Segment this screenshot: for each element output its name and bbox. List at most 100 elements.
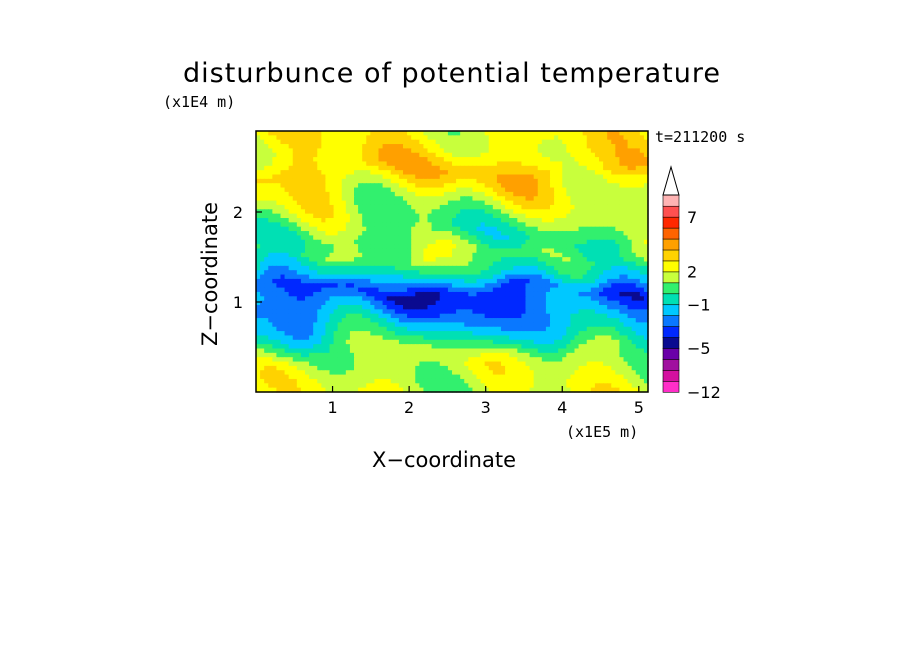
field-cell — [480, 213, 486, 219]
field-cell — [382, 257, 388, 263]
field-cell — [374, 200, 380, 206]
field-cell — [333, 152, 339, 158]
field-cell — [390, 209, 396, 215]
field-cell — [305, 204, 310, 210]
field-cell — [643, 322, 649, 328]
field-cell — [492, 204, 498, 210]
field-cell — [264, 252, 269, 258]
field-cell — [476, 305, 482, 310]
field-cell — [562, 157, 567, 163]
field-cell — [403, 187, 408, 193]
field-cell — [484, 239, 490, 245]
field-cell — [423, 270, 429, 276]
field-cell — [403, 161, 408, 167]
field-cell — [349, 291, 355, 297]
field-cell — [407, 331, 412, 337]
field-cell — [264, 318, 269, 323]
field-cell — [300, 226, 306, 232]
field-cell — [321, 291, 327, 297]
field-cell — [607, 274, 612, 280]
field-cell — [300, 135, 306, 141]
field-cell — [378, 165, 384, 171]
field-cell — [537, 157, 543, 163]
field-cell — [276, 165, 282, 171]
field-cell — [309, 170, 314, 176]
field-cell — [280, 231, 286, 236]
field-cell — [321, 270, 327, 276]
field-cell — [603, 174, 608, 180]
field-cell — [435, 235, 441, 241]
field-cell — [333, 244, 339, 250]
field-cell — [599, 326, 604, 332]
field-cell — [317, 248, 322, 254]
field-cell — [313, 331, 318, 337]
field-cell — [345, 226, 351, 232]
field-cell — [341, 226, 347, 232]
field-cell — [550, 209, 555, 215]
field-cell — [517, 326, 523, 332]
field-cell — [398, 313, 404, 319]
field-cell — [611, 204, 616, 210]
field-cell — [639, 270, 645, 276]
field-cell — [509, 209, 514, 215]
field-cell — [501, 152, 506, 158]
field-cell — [390, 191, 396, 197]
field-cell — [309, 305, 314, 310]
field-cell — [517, 252, 523, 258]
field-cell — [329, 318, 335, 323]
field-cell — [586, 283, 592, 289]
field-cell — [590, 335, 596, 341]
field-cell — [394, 196, 400, 202]
field-cell — [309, 131, 314, 136]
field-cell — [599, 322, 604, 328]
field-cell — [521, 352, 527, 358]
field-cell — [501, 222, 506, 228]
field-cell — [268, 283, 273, 289]
field-cell — [468, 270, 474, 276]
field-cell — [341, 157, 347, 163]
field-cell — [464, 244, 469, 250]
field-cell — [378, 309, 384, 315]
field-cell — [317, 322, 322, 328]
field-cell — [292, 165, 298, 171]
field-cell — [276, 300, 282, 306]
field-cell — [345, 274, 351, 280]
field-cell — [599, 348, 604, 354]
field-cell — [260, 252, 265, 258]
field-cell — [509, 261, 514, 267]
field-cell — [313, 335, 318, 341]
field-cell — [349, 261, 355, 267]
field-cell — [521, 331, 527, 337]
field-cell — [460, 348, 465, 354]
field-cell — [619, 287, 625, 293]
field-cell — [505, 296, 510, 302]
field-cell — [468, 213, 474, 219]
field-cell — [615, 348, 621, 354]
field-cell — [558, 248, 563, 254]
field-cell — [627, 226, 633, 232]
field-cell — [284, 187, 290, 193]
field-cell — [276, 174, 282, 180]
field-cell — [341, 135, 347, 141]
field-cell — [627, 196, 633, 202]
field-cell — [300, 187, 306, 193]
field-cell — [374, 178, 380, 184]
field-cell — [358, 283, 363, 289]
field-cell — [317, 296, 322, 302]
field-cell — [321, 313, 327, 319]
field-cell — [496, 235, 502, 241]
field-cell — [394, 239, 400, 245]
field-cell — [333, 300, 339, 306]
field-cell — [521, 178, 527, 184]
field-cell — [358, 218, 363, 223]
field-cell — [529, 348, 535, 354]
field-cell — [394, 174, 400, 180]
field-cell — [256, 235, 261, 241]
field-cell — [382, 157, 388, 163]
field-cell — [615, 248, 621, 254]
field-cell — [623, 261, 629, 267]
field-cell — [639, 344, 645, 350]
field-cell — [525, 252, 531, 258]
field-cell — [496, 300, 502, 306]
field-cell — [472, 300, 478, 306]
